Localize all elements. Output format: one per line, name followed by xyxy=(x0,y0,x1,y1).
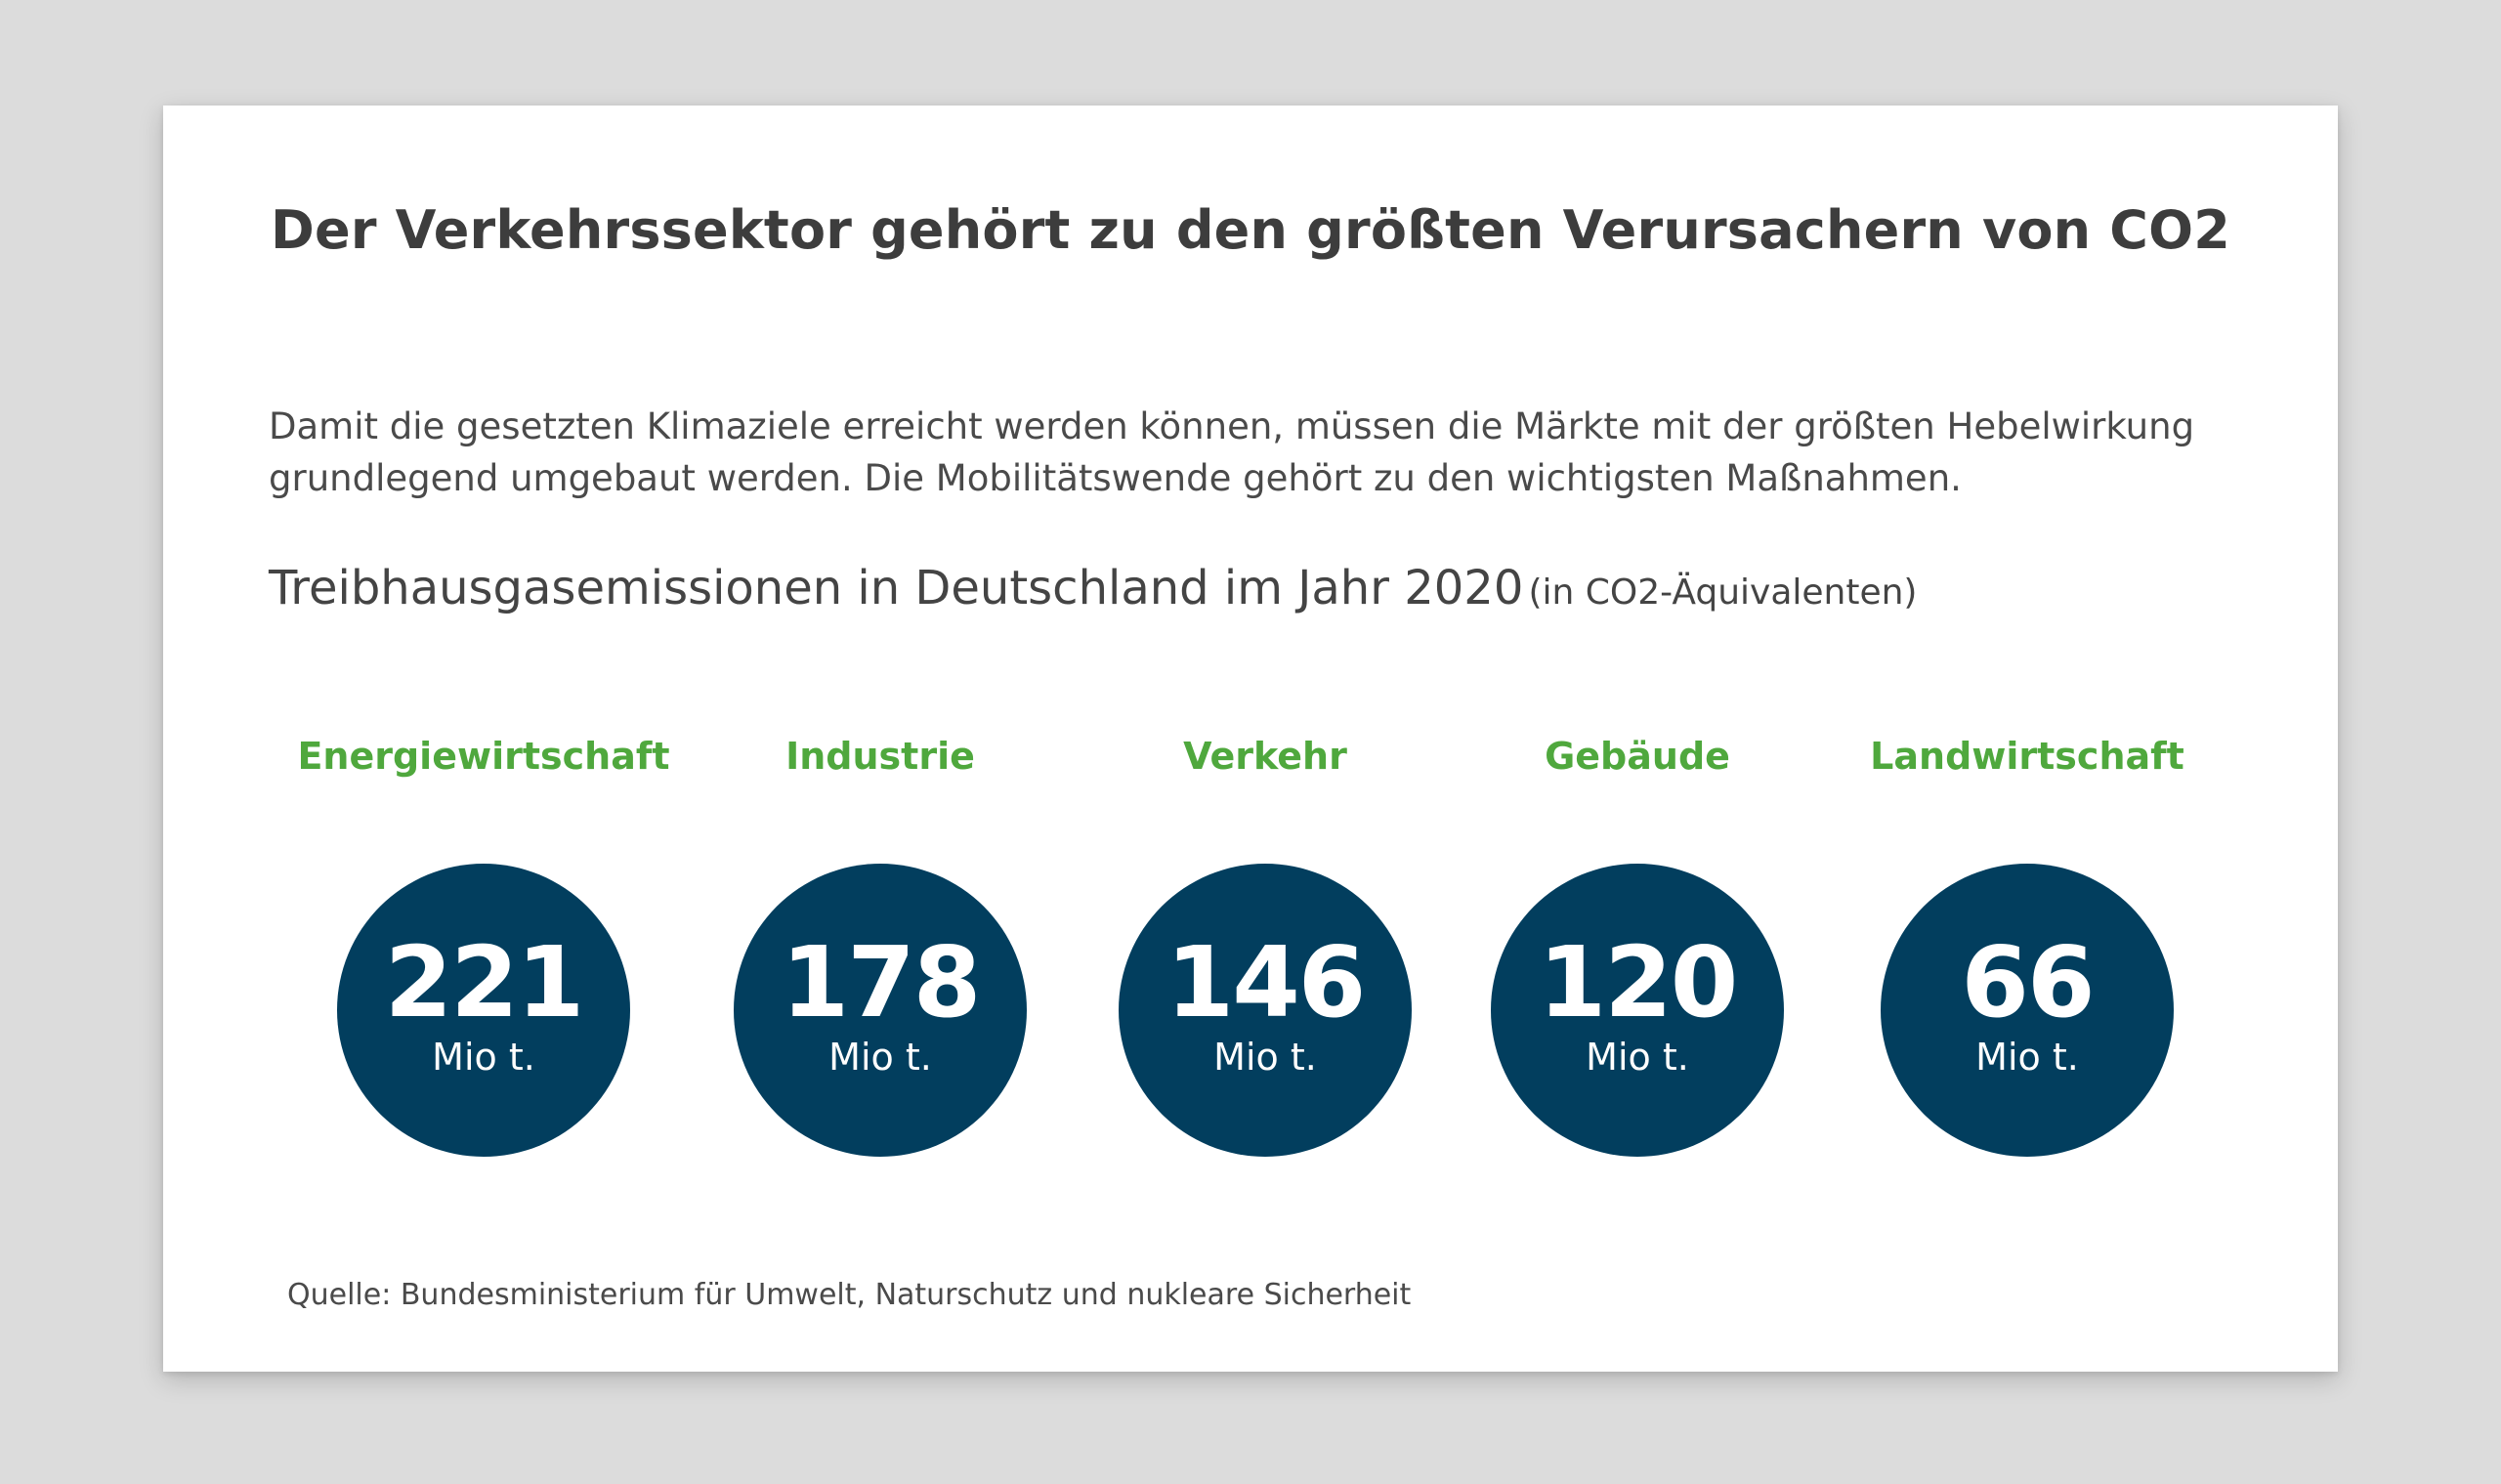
sector-landwirtschaft: Landwirtschaft 66 Mio t. xyxy=(1822,727,2232,1157)
chart-subtitle: Treibhausgasemissionen in Deutschland im… xyxy=(269,561,1917,615)
sector-value: 66 xyxy=(1961,925,2095,1039)
headline: Der Verkehrssektor gehört zu den größten… xyxy=(270,199,2230,261)
intro-text: Damit die gesetzten Klimaziele erreicht … xyxy=(269,405,2195,499)
sector-energiewirtschaft: Energiewirtschaft 221 Mio t. xyxy=(278,727,689,1157)
sector-label: Industrie xyxy=(785,735,975,778)
sector-unit: Mio t. xyxy=(1213,1036,1317,1079)
value-circle: 146 Mio t. xyxy=(1119,864,1412,1157)
sector-unit: Mio t. xyxy=(1975,1036,2079,1079)
sector-label: Energiewirtschaft xyxy=(297,735,670,778)
value-circle: 66 Mio t. xyxy=(1881,864,2174,1157)
sector-unit: Mio t. xyxy=(1586,1036,1689,1079)
sector-gebaeude: Gebäude 120 Mio t. xyxy=(1432,727,1843,1157)
sector-label: Verkehr xyxy=(1183,735,1347,778)
sector-value: 146 xyxy=(1166,925,1367,1039)
infographic-card: Der Verkehrssektor gehört zu den größten… xyxy=(163,106,2338,1372)
value-circle: 120 Mio t. xyxy=(1491,864,1784,1157)
subtitle-unit: (in CO2-Äquivalenten) xyxy=(1528,572,1918,613)
sector-unit: Mio t. xyxy=(828,1036,932,1079)
sector-unit: Mio t. xyxy=(432,1036,535,1079)
source-note: Quelle: Bundesministerium für Umwelt, Na… xyxy=(287,1278,1412,1312)
subtitle-main: Treibhausgasemissionen in Deutschland im… xyxy=(269,561,1524,615)
sector-label: Landwirtschaft xyxy=(1870,735,2184,778)
sector-value: 221 xyxy=(384,925,585,1039)
value-circle: 221 Mio t. xyxy=(337,864,630,1157)
sector-label: Gebäude xyxy=(1545,735,1730,778)
sector-industrie: Industrie 178 Mio t. xyxy=(675,727,1085,1157)
sector-value: 178 xyxy=(781,925,982,1039)
sector-value: 120 xyxy=(1538,925,1739,1039)
value-circle: 178 Mio t. xyxy=(734,864,1027,1157)
sector-verkehr: Verkehr 146 Mio t. xyxy=(1060,727,1470,1157)
